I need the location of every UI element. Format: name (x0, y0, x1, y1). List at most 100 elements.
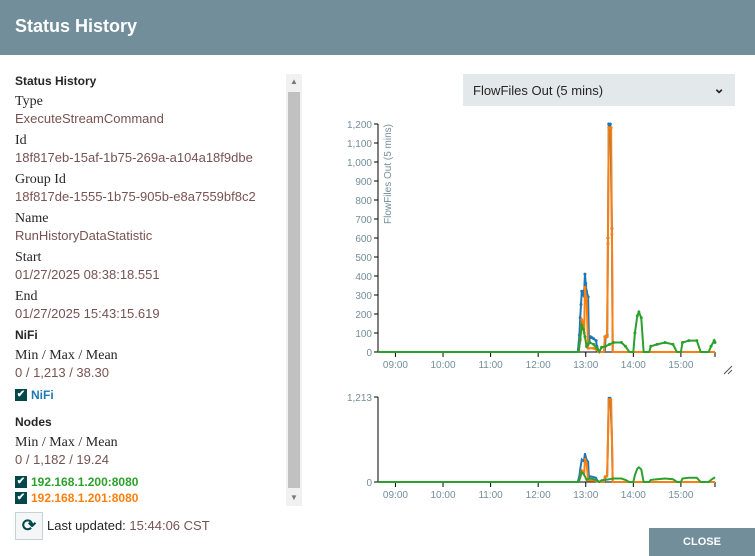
field-value: 18f817de-1555-1b75-905b-e8a7559bf8c2 (15, 189, 256, 204)
main-chart-data-point (580, 289, 584, 293)
main-chart-y-tick-label: 200 (355, 310, 372, 321)
nifi-title: NiFi (15, 328, 38, 342)
main-chart-data-point (637, 310, 641, 314)
main-chart-data-point (633, 331, 637, 335)
resize-handle-icon[interactable] (723, 365, 733, 375)
field-value: 01/27/2025 15:43:15.619 (15, 306, 160, 321)
main-chart-data-point (583, 272, 587, 276)
main-chart-data-point (713, 341, 717, 344)
field-label: End (15, 289, 38, 304)
node-toggle[interactable]: ✔ 192.168.1.200:8080 (15, 474, 285, 490)
main-chart-x-tick-label: 09:00 (383, 360, 408, 371)
main-chart-data-point (649, 344, 653, 348)
scroll-up-icon[interactable]: ▲ (290, 77, 298, 86)
checkbox-checked-icon[interactable]: ✔ (15, 492, 27, 504)
field-label: Group Id (15, 172, 66, 187)
main-chart-y-tick-label: 600 (355, 234, 372, 245)
main-chart-data-point (603, 335, 607, 339)
field-label: Start (15, 250, 42, 265)
node-label: 192.168.1.201:8080 (31, 491, 139, 505)
y-axis-label: FlowFiles Out (5 mins) (383, 124, 394, 224)
checkbox-checked-icon[interactable]: ✔ (15, 476, 27, 488)
main-chart-data-point (687, 339, 691, 343)
main-chart-data-point (605, 335, 609, 339)
nodes-title: Nodes (15, 415, 52, 429)
metric-select-value: FlowFiles Out (5 mins) (473, 83, 604, 98)
main-chart-data-point (583, 285, 587, 289)
overview-chart-x-tick-label: 10:00 (431, 490, 456, 501)
close-button[interactable]: CLOSE (649, 528, 755, 556)
field-value: RunHistoryDataStatistic (15, 228, 153, 243)
main-chart-data-point (580, 323, 584, 327)
main-chart-data-point (623, 344, 627, 348)
main-chart-series-line (378, 126, 715, 353)
last-updated-label: Last updated: (47, 518, 126, 533)
scroll-down-icon[interactable]: ▼ (290, 493, 298, 502)
main-chart-data-point (578, 337, 582, 341)
main-chart-data-point (619, 341, 623, 344)
main-chart-data-point (592, 342, 596, 346)
nodes-stats: 0 / 1,182 / 19.24 (15, 452, 109, 467)
main-chart-y-tick-label: 800 (355, 196, 372, 207)
main-chart-x-tick-label: 14:00 (621, 360, 646, 371)
metric-select[interactable]: FlowFiles Out (5 mins) ⌄ (463, 74, 735, 106)
main-chart-data-point (639, 316, 643, 320)
field-value: ExecuteStreamCommand (15, 111, 164, 126)
details-panel: Status History Type ExecuteStreamCommand I… (15, 74, 285, 506)
dialog-header: Status History (0, 0, 755, 55)
checkbox-checked-icon[interactable]: ✔ (15, 389, 27, 401)
main-chart-data-point (600, 345, 604, 349)
main-chart-y-tick-label: 0 (366, 348, 372, 359)
overview-chart-series-line (378, 398, 715, 483)
overview-chart-series-line (378, 396, 715, 483)
refresh-button[interactable]: ⟳ (15, 512, 43, 540)
main-chart-data-point (655, 342, 659, 346)
main-chart-y-tick-label: 400 (355, 272, 372, 283)
field-label: Name (15, 211, 49, 226)
node-toggle[interactable]: ✔ 192.168.1.201:8080 (15, 490, 285, 506)
main-chart-y-tick-label: 900 (355, 177, 372, 188)
main-chart-data-point (585, 297, 589, 301)
last-updated: Last updated: 15:44:06 CST (47, 518, 210, 533)
main-chart-data-point (579, 303, 583, 306)
field-label: Id (15, 133, 27, 148)
overview-chart-x-tick-label: 15:00 (668, 490, 693, 501)
nifi-series-toggle[interactable]: ✔ NiFi (15, 387, 285, 403)
section-title: Status History (15, 74, 97, 88)
details-scrollbar[interactable]: ▲ ▼ (286, 74, 302, 506)
main-chart-x-tick-label: 15:00 (668, 360, 693, 371)
main-chart-data-point (608, 122, 612, 126)
last-updated-value: 15:44:06 CST (129, 518, 210, 533)
main-chart-data-point (635, 314, 639, 318)
main-chart-data-point (709, 344, 713, 348)
nifi-series-label: NiFi (31, 388, 54, 402)
main-chart-data-point (680, 341, 684, 344)
main-chart-data-point (610, 232, 614, 236)
field-value: 01/27/2025 08:38:18.551 (15, 267, 160, 282)
overview-chart-x-tick-label: 14:00 (621, 490, 646, 501)
main-chart-data-point (606, 242, 610, 246)
overview-chart-x-tick-label: 11:00 (478, 490, 503, 501)
scrollbar-thumb[interactable] (288, 92, 300, 488)
dialog-title: Status History (15, 16, 138, 36)
overview-chart-y-tick-label: 0 (366, 478, 372, 489)
overview-chart-x-tick-label: 09:00 (383, 490, 408, 501)
nifi-stats: 0 / 1,213 / 38.30 (15, 365, 109, 380)
field-value: 18f817eb-15af-1b75-269a-a104a18f9dbe (15, 150, 253, 165)
main-chart-data-point (583, 335, 587, 339)
main-chart-x-tick-label: 10:00 (431, 360, 456, 371)
overview-chart-x-tick-label: 13:00 (573, 490, 598, 501)
chevron-down-icon: ⌄ (713, 80, 725, 96)
main-chart-data-point (595, 346, 599, 350)
main-chart-data-point (584, 282, 588, 286)
overview-chart-series-line (378, 465, 716, 484)
main-chart-data-point (612, 341, 616, 344)
main-chart-data-point (607, 126, 611, 130)
overview-chart-x-tick-label: 12:00 (526, 490, 551, 501)
main-chart-y-tick-label: 1,000 (347, 158, 372, 169)
main-chart-x-tick-label: 12:00 (526, 360, 551, 371)
overview-chart-y-tick-label: 1,213 (347, 393, 372, 404)
nodes-stats-label: Min / Max / Mean (15, 435, 118, 450)
main-chart-data-point (581, 327, 585, 331)
